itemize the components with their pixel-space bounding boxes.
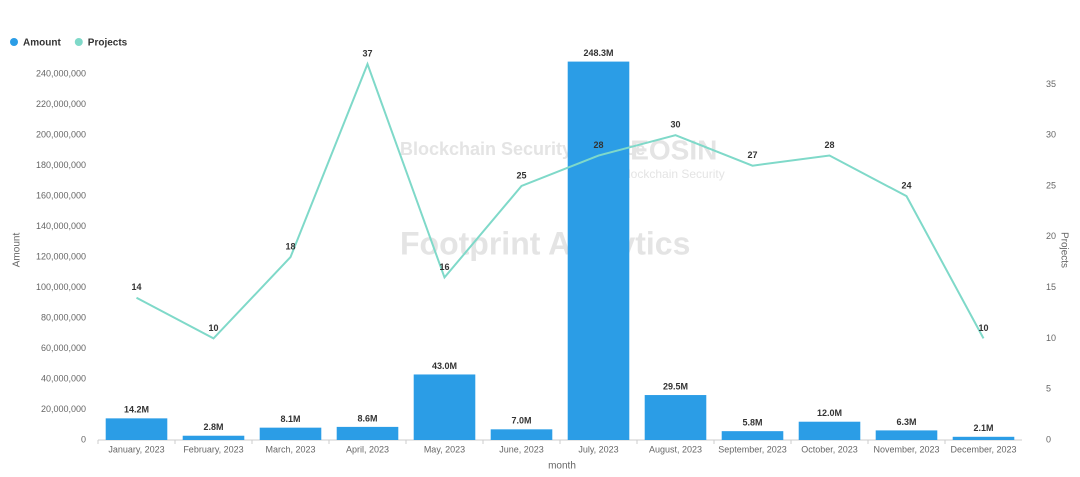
x-tick-label: November, 2023 — [873, 444, 939, 454]
bar — [952, 436, 1015, 440]
y-tick-label: 0 — [81, 434, 86, 444]
bar-value-label: 8.1M — [280, 414, 300, 424]
bar — [490, 429, 553, 440]
line-value-label: 10 — [208, 323, 218, 333]
x-tick-label: October, 2023 — [801, 444, 858, 454]
y-tick-label: 220,000,000 — [36, 99, 86, 109]
y-tick-label: 40,000,000 — [41, 373, 86, 383]
y-tick-label: 240,000,000 — [36, 69, 86, 79]
bar-value-label: 14.2M — [124, 405, 149, 415]
y-tick-label: 20 — [1046, 231, 1056, 241]
y-tick-label: 100,000,000 — [36, 282, 86, 292]
y-tick-label: 180,000,000 — [36, 160, 86, 170]
bar — [182, 435, 245, 440]
bar — [336, 426, 399, 440]
y-tick-label: 120,000,000 — [36, 251, 86, 261]
line — [136, 61, 985, 340]
x-tick-label: June, 2023 — [499, 444, 544, 454]
y-tick-label: 25 — [1046, 180, 1056, 190]
y-tick-label: 15 — [1046, 282, 1056, 292]
legend-marker — [10, 38, 18, 46]
bar-value-label: 12.0M — [817, 408, 842, 418]
y-tick-label: 30 — [1046, 130, 1056, 140]
bar — [259, 427, 322, 440]
bar — [721, 431, 784, 440]
bar-value-label: 7.0M — [511, 416, 531, 426]
bar-value-label: 43.0M — [432, 361, 457, 371]
line-value-label: 10 — [978, 323, 988, 333]
y-tick-label: 35 — [1046, 79, 1056, 89]
line-value-label: 14 — [131, 282, 141, 292]
line-value-label: 25 — [516, 170, 526, 180]
bar — [105, 418, 168, 440]
y-tick-label: 0 — [1046, 434, 1051, 444]
x-tick-label: September, 2023 — [718, 444, 787, 454]
legend-marker — [74, 38, 83, 46]
bar-value-label: 2.8M — [203, 422, 223, 432]
watermark: Blockchain Security — [620, 167, 725, 181]
bar-value-label: 248.3M — [583, 48, 613, 58]
x-tick-label: December, 2023 — [950, 444, 1016, 454]
y-tick-label: 60,000,000 — [41, 343, 86, 353]
y-tick-label: 140,000,000 — [36, 221, 86, 231]
y-tick-label: 10 — [1046, 333, 1056, 343]
bar-value-label: 5.8M — [742, 418, 762, 428]
line-value-label: 28 — [824, 140, 834, 150]
line-value-label: 30 — [670, 120, 680, 130]
x-tick-label: March, 2023 — [265, 444, 315, 454]
bar — [567, 61, 630, 441]
y2-axis-title: Projects — [1058, 232, 1069, 268]
line-value-label: 28 — [593, 140, 603, 150]
x-tick-label: January, 2023 — [108, 444, 164, 454]
line-value-label: 24 — [901, 181, 911, 191]
y-tick-label: 80,000,000 — [41, 312, 86, 322]
x-tick-label: May, 2023 — [424, 444, 465, 454]
x-tick-label: April, 2023 — [346, 444, 389, 454]
y-tick-label: 200,000,000 — [36, 130, 86, 140]
line-value-label: 27 — [747, 150, 757, 160]
bar — [875, 430, 938, 440]
y-tick-label: 5 — [1046, 384, 1051, 394]
x-tick-label: July, 2023 — [578, 444, 618, 454]
line-value-label: 37 — [362, 48, 372, 58]
bar — [644, 395, 707, 440]
bar — [798, 421, 861, 440]
bar-value-label: 2.1M — [973, 423, 993, 433]
bar-value-label: 6.3M — [896, 417, 916, 427]
bar-value-label: 29.5M — [663, 381, 688, 391]
bar — [413, 374, 476, 440]
y-tick-label: 160,000,000 — [36, 191, 86, 201]
legend-label: Amount — [23, 38, 61, 49]
line-value-label: 16 — [439, 262, 449, 272]
legend-label: Projects — [88, 38, 128, 49]
y-tick-label: 20,000,000 — [41, 404, 86, 414]
x-tick-label: August, 2023 — [649, 444, 702, 454]
y-axis-title: Amount — [12, 233, 23, 268]
watermark: Footprint Analytics — [400, 225, 690, 261]
x-tick-label: February, 2023 — [183, 444, 243, 454]
bar-value-label: 8.6M — [357, 413, 377, 423]
line-value-label: 18 — [285, 241, 295, 251]
x-axis-title: month — [548, 461, 576, 472]
